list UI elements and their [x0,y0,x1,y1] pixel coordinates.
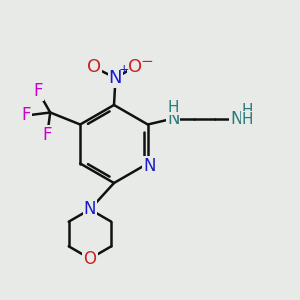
Text: H: H [241,112,253,127]
Text: N: N [109,69,122,87]
Text: F: F [43,126,52,144]
Text: O: O [87,58,102,76]
Text: O: O [128,58,142,76]
Text: H: H [167,100,179,115]
Text: −: − [141,54,153,69]
Text: H: H [241,103,253,118]
Text: N: N [84,200,96,218]
Text: F: F [34,82,43,100]
Text: +: + [118,63,129,76]
Text: N: N [167,110,179,128]
Text: O: O [83,250,97,268]
Text: N: N [230,110,242,128]
Text: F: F [22,106,31,124]
Text: N: N [143,157,155,175]
